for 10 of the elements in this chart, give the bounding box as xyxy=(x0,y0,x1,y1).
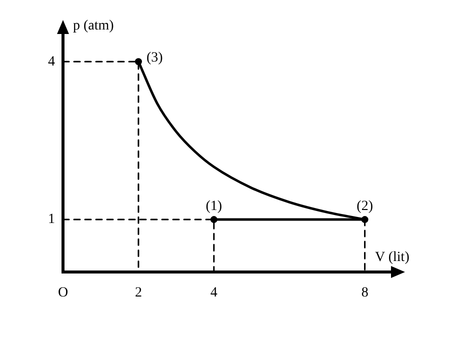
annotation: (3) xyxy=(146,50,164,66)
y-tick-label: 1 xyxy=(48,212,55,228)
x-axis-title: V (lit) xyxy=(375,250,410,265)
x-tick-label: 4 xyxy=(210,285,218,300)
x-tick-label: 2 xyxy=(134,285,142,300)
y-axis-title: p (atm) xyxy=(73,18,114,34)
annotation: (1) xyxy=(206,199,222,214)
x-tick-label: 8 xyxy=(361,285,368,300)
x-tick-label: O xyxy=(58,285,68,300)
annotation: (2) xyxy=(356,199,374,214)
